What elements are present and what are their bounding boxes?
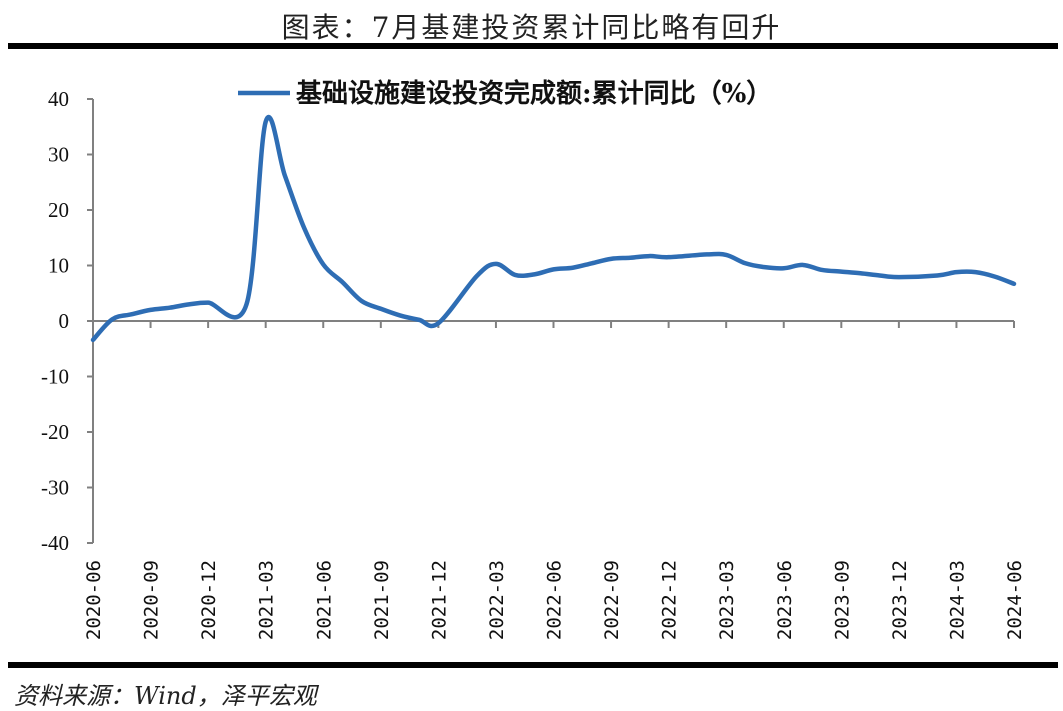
x-tick-label: 2021-12	[428, 560, 450, 640]
x-tick-label: 2021-09	[371, 560, 393, 640]
y-tick-label: 30	[48, 143, 69, 167]
y-tick-label: 0	[59, 309, 70, 333]
top-rule	[8, 43, 1058, 49]
x-tick-label: 2023-03	[716, 560, 738, 640]
y-tick-label: -10	[41, 365, 69, 389]
y-axis: 40 30 20 10 0 -10 -20 -30 -40	[41, 87, 94, 555]
x-tick-label: 2023-09	[831, 560, 853, 640]
x-tick-label: 2023-06	[774, 560, 796, 640]
x-tick-label: 2021-06	[313, 560, 335, 640]
series-line	[90, 115, 1017, 343]
bottom-rule	[8, 662, 1058, 668]
y-tick-label: 20	[48, 198, 69, 222]
legend: 基础设施建设投资完成额:累计同比（%）	[238, 78, 772, 109]
y-tick-label: 10	[48, 254, 69, 278]
x-axis: 2020-06 2020-09 2020-12 2021-03 2021-06 2021-…	[83, 320, 1026, 640]
chart-title: 图表：7月基建投资累计同比略有回升	[281, 11, 782, 44]
x-tick-label: 2024-06	[1004, 560, 1026, 640]
x-tick-label: 2022-12	[659, 560, 681, 640]
x-tick-label: 2022-09	[601, 560, 623, 640]
y-tick-label: -40	[41, 531, 69, 555]
y-tick-label: -20	[41, 420, 69, 444]
y-tick-label: -30	[41, 476, 69, 500]
x-tick-label: 2020-06	[83, 560, 105, 640]
x-tick-label: 2021-03	[256, 560, 278, 640]
x-tick-label: 2020-09	[141, 560, 163, 640]
x-tick-label: 2020-12	[198, 560, 220, 640]
x-tick-label: 2022-06	[544, 560, 566, 640]
x-tick-label: 2024-03	[946, 560, 968, 640]
y-tick-label: 40	[48, 87, 69, 111]
legend-label: 基础设施建设投资完成额:累计同比（%）	[296, 78, 772, 109]
x-tick-label: 2023-12	[889, 560, 911, 640]
x-tick-label: 2022-03	[486, 560, 508, 640]
source-note: 资料来源：Wind，泽平宏观	[14, 682, 317, 710]
